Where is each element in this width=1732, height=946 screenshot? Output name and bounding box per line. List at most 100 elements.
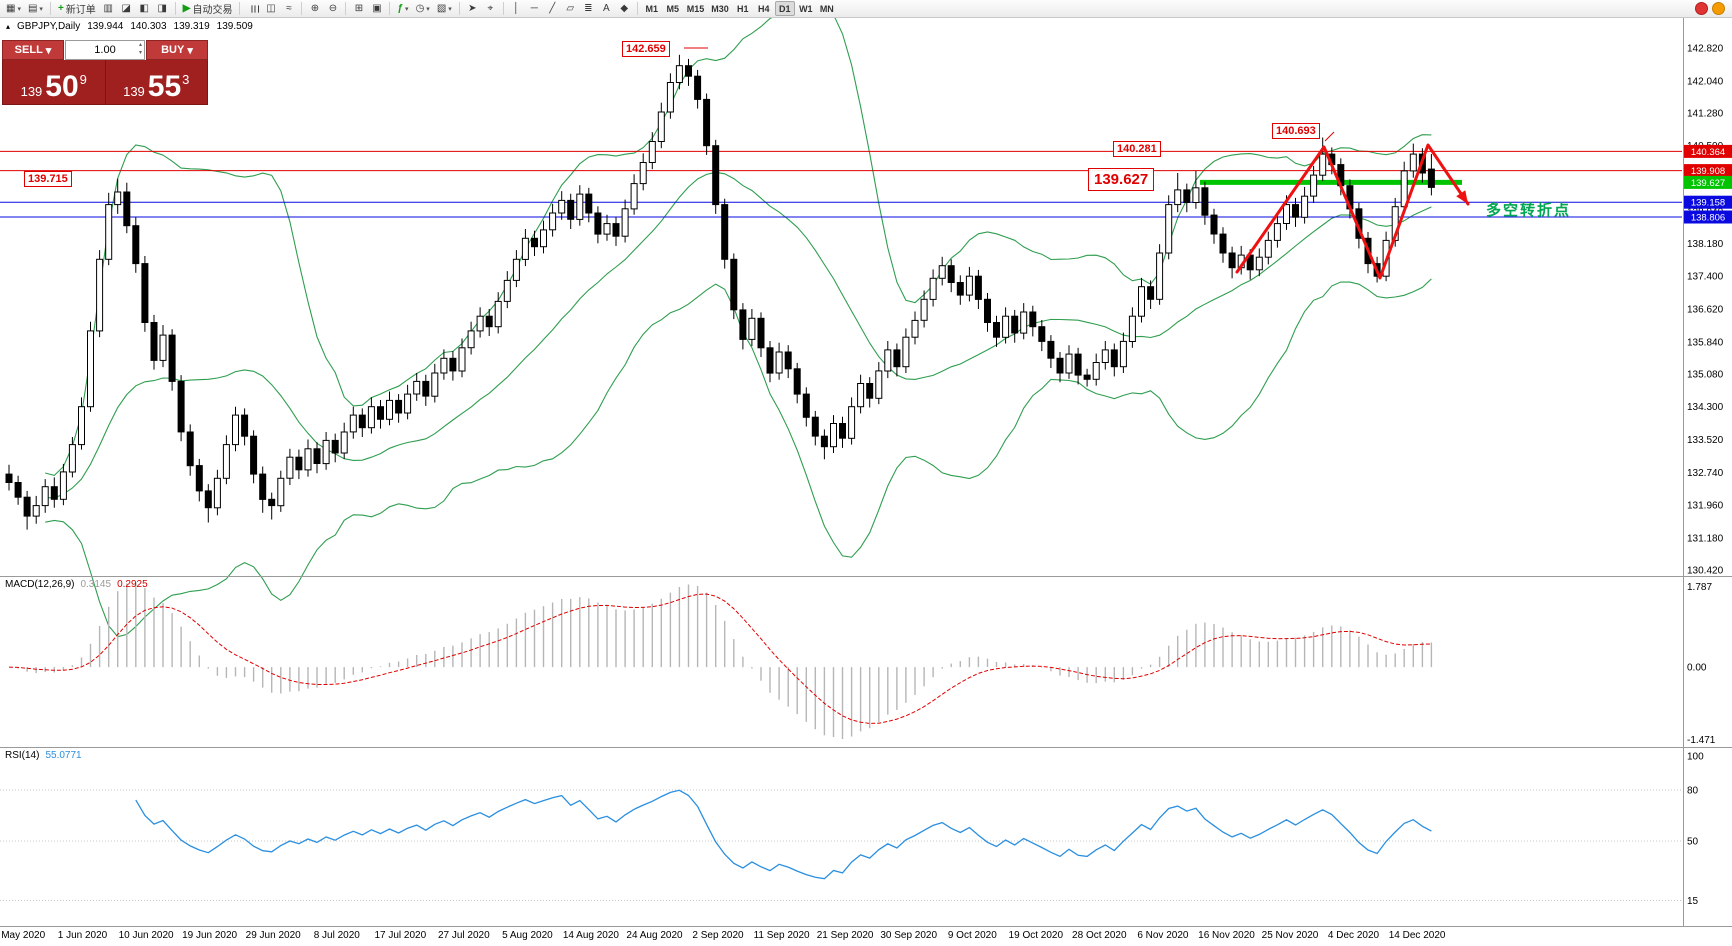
sell-button[interactable]: SELL ▾: [2, 40, 64, 60]
svg-text:9 Oct 2020: 9 Oct 2020: [948, 930, 997, 941]
ohlc-close: 139.509: [216, 21, 253, 32]
toolbar-separator: [49, 2, 51, 15]
horizontal-line-button[interactable]: ─: [526, 1, 543, 16]
status-orange-icon[interactable]: [1712, 2, 1725, 15]
candlestick-chart-icon: ◫: [266, 2, 276, 14]
chevron-down-icon: ▾: [448, 5, 452, 13]
bid-ask-display: 139 50 9 139 55 3: [2, 60, 208, 105]
price-annotation-140693[interactable]: 140.693: [1272, 123, 1320, 139]
svg-text:24 Aug 2020: 24 Aug 2020: [626, 930, 683, 941]
arrows-button[interactable]: ◆: [616, 1, 633, 16]
bar-chart-button[interactable]: ☰: [244, 1, 261, 16]
text-label-button[interactable]: A: [598, 1, 615, 16]
templates-button[interactable]: ▧ ▾: [434, 1, 455, 16]
volume-field[interactable]: 1.00 ▴ ▾: [65, 40, 145, 60]
terminal-button[interactable]: ◨: [154, 1, 171, 16]
channel-button[interactable]: ▱: [562, 1, 579, 16]
fibonacci-icon: ≣: [584, 2, 593, 14]
volume-down-icon[interactable]: ▾: [138, 49, 142, 56]
timeframe-m30[interactable]: M30: [708, 1, 732, 16]
vertical-line-button[interactable]: │: [508, 1, 525, 16]
one-click-toggle-icon[interactable]: ▴: [6, 21, 11, 31]
shapes-icon: ◆: [620, 2, 629, 14]
status-red-icon[interactable]: [1695, 2, 1708, 15]
chevron-down-icon: ▾: [405, 5, 409, 13]
timeframe-m1[interactable]: M1: [642, 1, 662, 16]
svg-text:142.040: 142.040: [1687, 76, 1724, 87]
chevron-down-icon: ▾: [187, 44, 193, 57]
crosshair-button[interactable]: ⌖: [482, 1, 499, 16]
time-scale[interactable]: [0, 926, 1683, 941]
svg-text:137.400: 137.400: [1687, 272, 1724, 283]
svg-text:100: 100: [1687, 752, 1704, 763]
line-chart-button[interactable]: ≈: [280, 1, 297, 16]
panel-separator-rsi[interactable]: [0, 745, 1732, 749]
price-annotation-142659[interactable]: 142.659: [622, 41, 670, 57]
cascade-windows-button[interactable]: ▣: [368, 1, 385, 16]
periods-button[interactable]: ◷ ▾: [413, 1, 433, 16]
timeframe-h1[interactable]: H1: [733, 1, 753, 16]
macd-label: MACD(12,26,9) 0.3145 0.2925: [5, 579, 148, 590]
macd-main-value: 0.3145: [80, 579, 112, 590]
price-annotation-140281[interactable]: 140.281: [1113, 141, 1161, 157]
timeframe-h4[interactable]: H4: [754, 1, 774, 16]
clock-icon: ◷: [415, 2, 425, 14]
vertical-line-icon: │: [513, 2, 520, 14]
svg-text:4 Dec 2020: 4 Dec 2020: [1328, 930, 1380, 941]
toolbar-separator: [502, 2, 504, 15]
svg-text:131.960: 131.960: [1687, 501, 1724, 512]
ohlc-low: 139.319: [173, 21, 210, 32]
navigator-button[interactable]: ◧: [136, 1, 153, 16]
volume-up-icon[interactable]: ▴: [138, 42, 142, 48]
autotrading-button[interactable]: ▶ 自动交易: [180, 1, 236, 16]
chart-canvas[interactable]: [0, 18, 1682, 576]
price-divider: [104, 60, 106, 104]
toolbar: ▦ ▾ ▤ ▾ + 新订单 ▥ ◪ ◧ ◨ ▶ 自动交易 ☰ ◫ ≈ ⊕ ⊖ ⊞ ▣ ƒ…: [0, 0, 1732, 18]
timeframe-mn[interactable]: MN: [817, 1, 837, 16]
rsi-label: RSI(14) 55.0771: [5, 750, 82, 761]
market-watch-button[interactable]: ▥: [100, 1, 117, 16]
timeframe-w1[interactable]: W1: [796, 1, 816, 16]
timeframe-m5[interactable]: M5: [663, 1, 683, 16]
zoom-out-button[interactable]: ⊖: [324, 1, 341, 16]
cursor-button[interactable]: ➤: [464, 1, 481, 16]
price-annotation-139627[interactable]: 139.627: [1088, 168, 1155, 191]
svg-text:25 Nov 2020: 25 Nov 2020: [1262, 930, 1319, 941]
zoom-in-button[interactable]: ⊕: [306, 1, 323, 16]
panel-separator-macd[interactable]: [0, 574, 1732, 578]
buy-price[interactable]: 139 55 3: [123, 70, 190, 103]
data-window-button[interactable]: ◪: [118, 1, 135, 16]
profiles-icon: ▤: [27, 2, 38, 14]
svg-text:138.180: 138.180: [1687, 239, 1724, 250]
svg-text:14 Dec 2020: 14 Dec 2020: [1389, 930, 1446, 941]
price-annotation-139715[interactable]: 139.715: [24, 171, 72, 187]
market-watch-icon: ▥: [103, 2, 113, 14]
svg-text:139.627: 139.627: [1691, 178, 1725, 189]
svg-text:8 Jul 2020: 8 Jul 2020: [314, 930, 361, 941]
price-scale[interactable]: [1683, 18, 1732, 926]
timeframe-m15[interactable]: M15: [684, 1, 708, 16]
text-icon: A: [602, 2, 610, 14]
zoom-out-icon: ⊖: [328, 2, 338, 14]
trendline-button[interactable]: ╱: [544, 1, 561, 16]
indicators-button[interactable]: ƒ ▾: [394, 1, 411, 16]
indicators-icon: ƒ: [397, 2, 404, 14]
svg-text:141.280: 141.280: [1687, 108, 1724, 119]
new-chart-button[interactable]: ▦ ▾: [3, 1, 24, 16]
timeframe-d1[interactable]: D1: [774, 1, 795, 16]
fibonacci-button[interactable]: ≣: [580, 1, 597, 16]
profiles-button[interactable]: ▤ ▾: [25, 1, 46, 16]
new-order-button[interactable]: + 新订单: [55, 1, 99, 16]
svg-text:19 Oct 2020: 19 Oct 2020: [1009, 930, 1064, 941]
svg-text:16 Nov 2020: 16 Nov 2020: [1198, 930, 1255, 941]
candlestick-chart-button[interactable]: ◫: [262, 1, 279, 16]
svg-text:10 Jun 2020: 10 Jun 2020: [119, 930, 174, 941]
buy-button[interactable]: BUY ▾: [146, 40, 208, 60]
line-chart-icon: ≈: [286, 2, 292, 14]
tile-windows-button[interactable]: ⊞: [350, 1, 367, 16]
toolbar-separator: [636, 2, 638, 15]
tile-windows-icon: ⊞: [354, 2, 364, 14]
sell-price[interactable]: 139 50 9: [20, 70, 87, 103]
note-annotation[interactable]: 多空转折点: [1486, 202, 1572, 219]
svg-text:135.840: 135.840: [1687, 337, 1724, 348]
